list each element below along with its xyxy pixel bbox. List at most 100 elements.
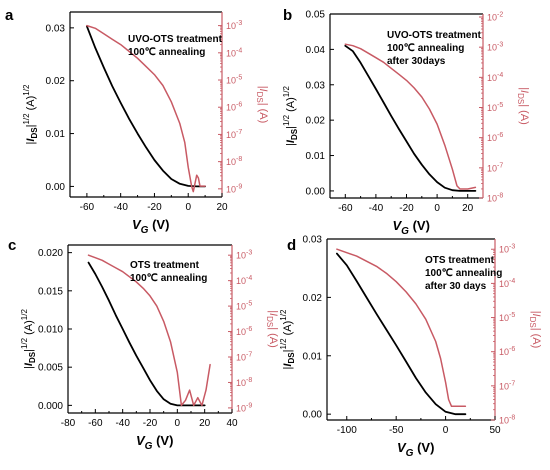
y-left-tick-label: 0.00	[306, 186, 326, 197]
x-tick-label: -50	[389, 425, 404, 436]
panel-a: -60 -40 -20 0 20 0.00 0.01 0.02 0.03 10-9 10-8 10-7…	[5, 7, 269, 236]
x-axis-label: VG (V)	[393, 218, 430, 237]
annotation-line: UVO-OTS treatment	[387, 30, 482, 41]
y-right-tick-label: 10-3	[226, 20, 242, 31]
x-tick-label: -20	[147, 202, 162, 213]
series-line-sqrt-ids	[87, 261, 206, 407]
x-tick-label: -60	[80, 202, 95, 213]
y-right-tick-label: 10-9	[226, 183, 242, 194]
y-right-tick-label: 10-5	[226, 75, 242, 86]
panel-d: -100 -50 0 50 0.00 0.01 0.02 0.03 10-8 10-7 10-6 10…	[279, 235, 542, 460]
y-right-tick-label: 10-8	[236, 377, 252, 388]
x-tick-label: 0	[434, 203, 440, 214]
y-left-axis-label: |IDS|1/2 (A)1/2	[282, 86, 299, 146]
annotation-line: 100℃ annealing	[387, 43, 464, 54]
y-left-tick-label: 0.03	[46, 23, 66, 34]
y-left-tick-label: 0.02	[306, 116, 326, 127]
annotation-line: OTS treatment	[425, 255, 495, 266]
y-right-tick-label: 10-6	[226, 102, 242, 113]
y-right-tick-label: 10-4	[487, 72, 503, 83]
annotation-line: UVO-OTS treatment	[128, 34, 223, 45]
y-right-tick-label: 10-7	[499, 380, 515, 391]
x-tick-label: -40	[369, 203, 384, 214]
x-tick-label: 20	[462, 203, 474, 214]
panel-b: -60 -40 -20 0 20 0.00 0.01 0.02 0.03 0.04 0.05 10-8…	[282, 7, 530, 237]
x-tick-label: 20	[216, 202, 228, 213]
x-tick-label: -20	[143, 418, 158, 429]
x-tick-label: 0	[443, 425, 449, 436]
y-right-tick-label: 10-8	[226, 156, 242, 167]
series-line-log-ids	[87, 254, 211, 407]
series-line-sqrt-ids	[344, 44, 477, 192]
y-right-tick-label: 10-4	[236, 275, 252, 286]
x-tick-label: -40	[113, 202, 128, 213]
series-line-log-ids	[336, 248, 467, 408]
y-left-axis-label: |IDS|1/2 (A)1/2	[20, 309, 37, 369]
y-right-tick-label: 10-7	[226, 129, 242, 140]
annotation-line: after 30days	[387, 56, 446, 67]
y-left-tick-label: 0.04	[306, 45, 326, 56]
x-tick-label: -40	[115, 418, 130, 429]
annotation-line: 100℃ annealing	[130, 273, 207, 284]
annotation-line: OTS treatment	[130, 260, 200, 271]
y-right-tick-label: 10-8	[499, 415, 515, 426]
y-left-tick-label: 0.010	[38, 325, 63, 336]
y-right-tick-label: 10-3	[487, 42, 503, 53]
y-right-tick-label: 10-4	[499, 278, 515, 289]
y-left-tick-label: 0.015	[38, 286, 63, 297]
y-left-tick-label: 0.03	[303, 235, 323, 246]
y-left-tick-label: 0.020	[38, 248, 63, 259]
y-right-tick-label: 10-7	[487, 162, 503, 173]
y-left-axis-label: |IDS|1/2 (A)1/2	[22, 84, 39, 144]
x-tick-label: 0	[185, 202, 191, 213]
y-left-tick-label: 0.02	[46, 76, 66, 87]
panel-label: d	[287, 237, 296, 254]
y-left-tick-label: 0.01	[306, 151, 326, 162]
y-right-axis-label: |IDS| (A)	[255, 86, 269, 124]
x-tick-label: -100	[337, 425, 357, 436]
panel-label: a	[5, 7, 14, 24]
series-line-sqrt-ids	[336, 252, 467, 416]
x-axis-label: VG (V)	[397, 440, 434, 459]
panel-label: b	[283, 7, 292, 24]
y-right-tick-label: 10-6	[487, 132, 503, 143]
x-tick-label: -80	[61, 418, 76, 429]
y-left-tick-label: 0.00	[46, 182, 66, 193]
y-right-tick-label: 10-6	[499, 346, 515, 357]
series-line-log-ids	[86, 24, 206, 193]
y-right-tick-label: 10-6	[236, 326, 252, 337]
y-left-tick-label: 0.000	[38, 401, 63, 412]
y-right-tick-label: 10-5	[487, 102, 503, 113]
y-right-tick-label: 10-3	[236, 250, 252, 261]
series-line-sqrt-ids	[86, 25, 206, 188]
y-right-tick-label: 10-5	[499, 312, 515, 323]
x-tick-label: 50	[489, 425, 501, 436]
y-left-axis-label: |IDS|1/2 (A)1/2	[279, 309, 296, 369]
y-right-tick-label: 10-7	[236, 352, 252, 363]
x-tick-label: 40	[226, 418, 238, 429]
y-left-tick-label: 0.005	[38, 363, 63, 374]
x-tick-label: 0	[175, 418, 181, 429]
y-right-tick-label: 10-5	[236, 301, 252, 312]
y-right-axis-label: |IDS| (A)	[265, 310, 279, 348]
y-left-tick-label: 0.03	[306, 80, 326, 91]
series-line-log-ids	[344, 43, 477, 190]
y-left-tick-label: 0.02	[303, 293, 323, 304]
x-tick-label: -60	[338, 203, 353, 214]
annotation-line: after 30 days	[425, 281, 487, 292]
x-tick-label: -60	[88, 418, 103, 429]
x-tick-label: 20	[199, 418, 211, 429]
y-left-tick-label: 0.00	[303, 410, 323, 421]
y-left-tick-label: 0.01	[303, 351, 323, 362]
y-right-axis-label: |IDS| (A)	[516, 87, 530, 125]
y-right-tick-label: 10-4	[226, 47, 242, 58]
y-right-tick-label: 10-3	[499, 244, 515, 255]
panel-label: c	[8, 237, 16, 254]
y-right-tick-label: 10-9	[236, 402, 252, 413]
y-right-tick-label: 10-8	[487, 193, 503, 204]
x-axis-label: VG (V)	[136, 433, 173, 452]
annotation-line: 100℃ annealing	[425, 268, 502, 279]
y-left-tick-label: 0.01	[46, 129, 66, 140]
y-right-axis-label: |IDS| (A)	[528, 311, 542, 349]
